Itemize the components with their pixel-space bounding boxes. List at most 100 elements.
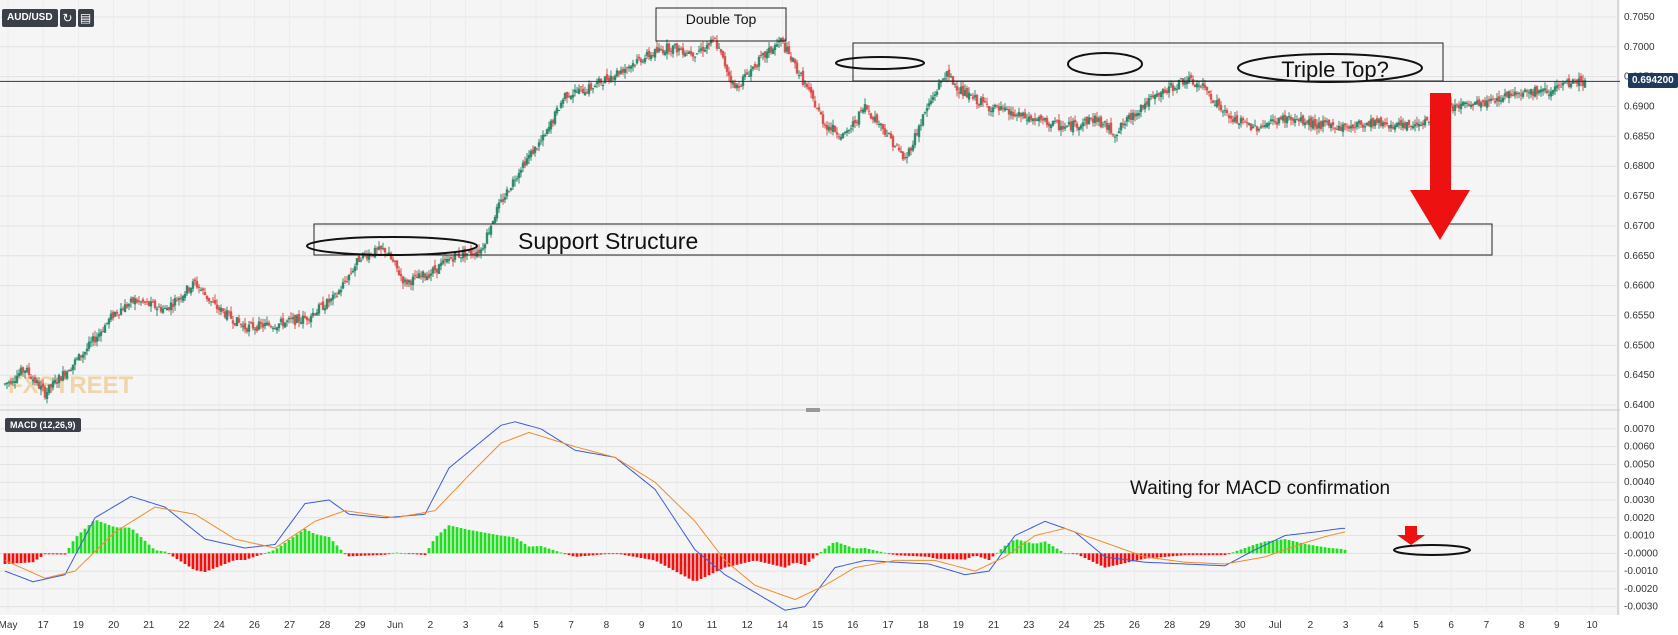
histogram-bar: [323, 536, 327, 554]
histogram-bar: [667, 553, 671, 568]
candle-body: [77, 353, 81, 361]
candle-body: [469, 250, 473, 255]
histogram-bar: [823, 548, 827, 554]
histogram-bar: [455, 527, 459, 554]
candle-body: [1495, 98, 1499, 101]
histogram-bar: [1031, 543, 1035, 554]
candle-body: [27, 367, 31, 375]
candle-body: [1027, 116, 1031, 122]
candle-body: [1221, 111, 1225, 113]
candle-body: [1059, 126, 1063, 131]
candle-body: [953, 83, 957, 85]
candle-body: [1409, 125, 1413, 127]
histogram-bar: [83, 528, 87, 554]
macd-tick-label: 0.0070: [1624, 424, 1655, 435]
candle-body: [487, 232, 491, 234]
candle-body: [465, 253, 469, 255]
candle-body: [265, 322, 269, 326]
candle-body: [259, 322, 263, 324]
candle-body: [627, 66, 631, 69]
histogram-bar: [1147, 553, 1151, 559]
candle-body: [897, 147, 901, 151]
candle-body: [1517, 92, 1521, 94]
histogram-bar: [451, 526, 455, 554]
histogram-bar: [1219, 553, 1223, 556]
candle-body: [295, 315, 299, 323]
date-tick-label: 7: [568, 620, 574, 631]
histogram-bar: [703, 553, 707, 578]
candle-body: [211, 301, 215, 303]
histogram-bar: [439, 532, 443, 554]
histogram-bar: [763, 553, 767, 563]
date-tick-label: 21: [988, 620, 1000, 631]
candle-body: [813, 100, 817, 108]
refresh-icon[interactable]: ↻: [59, 9, 76, 27]
candle-body: [1565, 80, 1569, 82]
histogram-bar: [51, 553, 55, 555]
histogram-bar: [575, 553, 579, 557]
candle-body: [425, 275, 429, 281]
histogram-bar: [987, 553, 991, 560]
candle-body: [73, 359, 77, 365]
date-tick-label: 19: [953, 620, 965, 631]
candle-body: [755, 65, 759, 68]
histogram-bar: [1019, 540, 1023, 554]
histogram-bar: [927, 553, 931, 557]
candle-body: [917, 125, 921, 138]
chart-settings-icon[interactable]: ▤: [77, 9, 94, 27]
histogram-bar: [27, 553, 31, 563]
candle-body: [553, 111, 557, 124]
macd-tick-label: -0.0020: [1624, 584, 1658, 595]
histogram-bar: [1287, 540, 1291, 554]
candle-body: [435, 268, 439, 273]
candle-body: [1219, 105, 1223, 111]
candle-body: [1109, 122, 1113, 134]
candle-body: [1247, 123, 1251, 125]
histogram-bar: [475, 531, 479, 554]
candle-body: [889, 133, 893, 139]
candle-body: [1157, 93, 1161, 96]
histogram-bar: [731, 553, 735, 566]
candle-body: [1479, 102, 1483, 108]
candle-body: [723, 56, 727, 67]
candle-body: [937, 82, 941, 90]
candle-body: [839, 136, 843, 140]
histogram-bar: [195, 553, 199, 571]
histogram-bar: [851, 547, 855, 554]
candle-body: [819, 111, 823, 115]
candle-body: [393, 260, 397, 263]
candle-body: [595, 82, 599, 85]
candle-body: [609, 75, 613, 82]
symbol-label[interactable]: AUD/USD: [2, 9, 58, 27]
histogram-bar: [1239, 549, 1243, 554]
candle-body: [343, 280, 347, 282]
candle-body: [1507, 91, 1511, 99]
candle-body: [1359, 120, 1363, 125]
candle-body: [119, 308, 123, 315]
candle-body: [777, 41, 781, 43]
candle-body: [513, 180, 517, 182]
histogram-bar: [267, 551, 271, 554]
candle-body: [661, 49, 665, 54]
candle-body: [701, 46, 705, 52]
candle-body: [381, 248, 385, 250]
candle-body: [43, 386, 47, 398]
candle-body: [1125, 117, 1129, 122]
candle-body: [549, 120, 553, 130]
candle-body: [85, 348, 89, 352]
candle-body: [277, 323, 281, 329]
candle-body: [367, 253, 371, 260]
histogram-bar: [1107, 553, 1111, 567]
histogram-bar: [523, 543, 527, 554]
macd-indicator-label[interactable]: MACD (12,26,9): [5, 418, 81, 432]
candle-body: [823, 124, 827, 126]
candle-body: [619, 70, 623, 74]
candle-body: [573, 89, 577, 93]
pane-resize-handle[interactable]: [806, 408, 820, 412]
candle-body: [1551, 90, 1555, 94]
candle-body: [1351, 124, 1355, 129]
candle-body: [445, 258, 449, 263]
histogram-bar: [847, 546, 851, 554]
candle-body: [1583, 80, 1587, 88]
